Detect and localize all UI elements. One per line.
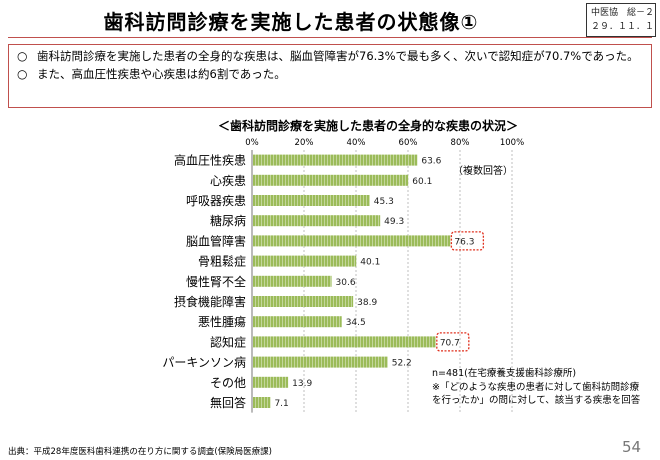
bar — [253, 376, 289, 388]
value-label: 49.3 — [384, 217, 404, 227]
value-highlight-box — [436, 332, 470, 352]
multiple-answer-note: （複数回答） — [453, 166, 513, 177]
document-reference: 中医協 総－２ ２９．１１．１０ — [586, 3, 656, 37]
value-label: 34.5 — [346, 318, 366, 328]
x-tick-label: 40% — [347, 138, 366, 148]
bar — [253, 316, 342, 328]
value-label: 45.3 — [374, 197, 394, 207]
bar — [253, 195, 370, 206]
summary-line-2: ○ また、高血圧性疾患や心疾患は約6割であった。 — [17, 67, 643, 82]
category-label: 心疾患 — [210, 173, 246, 188]
summary-line-1: ○ 歯科訪問診療を実施した患者の全身的な疾患は、脳血管障害が76.3%で最も多く… — [17, 49, 643, 64]
doc-ref-line-2: ２９．１１．１０ — [591, 22, 656, 32]
category-label: その他 — [210, 376, 246, 390]
bar — [253, 397, 271, 408]
category-label: 糖尿病 — [210, 213, 246, 228]
category-label: 悪性腫瘍 — [198, 314, 246, 329]
question-footnote: ※「どのような疾患の患者に対して歯科訪問診療を行ったか」の問に対して、該当する疾… — [432, 382, 641, 406]
category-label: 高血圧性疾患 — [174, 153, 246, 168]
bar — [253, 275, 332, 287]
bar — [253, 356, 388, 368]
source-citation: 出典：平成28年度医科歯科連携の在り方に関する調査(保険局医療課) — [8, 447, 272, 457]
category-label: パーキンソン病 — [162, 355, 246, 370]
bar — [253, 296, 354, 307]
category-label: 摂食機能障害 — [174, 294, 246, 309]
page-number: 54 — [622, 438, 642, 456]
bullet-circle-icon: ○ — [17, 49, 28, 63]
value-label: 40.1 — [360, 258, 380, 268]
value-label: 76.3 — [454, 237, 474, 247]
x-tick-label: 100% — [500, 138, 524, 148]
value-label: 60.1 — [412, 177, 432, 187]
sample-size-note: n=481(在宅療養支援歯科診療所) — [432, 368, 577, 379]
title-underline — [8, 37, 652, 38]
category-label: 認知症 — [210, 334, 246, 349]
chart-title: ＜歯科訪問診療を実施した患者の全身的な疾患の状況＞ — [217, 119, 518, 133]
category-label: 無回答 — [210, 395, 246, 410]
summary-box: ○ 歯科訪問診療を実施した患者の全身的な疾患は、脳血管障害が76.3%で最も多く… — [8, 44, 652, 108]
x-tick-label: 0% — [245, 138, 259, 148]
value-label: 30.6 — [336, 278, 356, 288]
summary-text-2: また、高血圧性疾患や心疾患は約6割であった。 — [37, 67, 286, 81]
value-label: 7.1 — [274, 399, 288, 409]
summary-text-1: 歯科訪問診療を実施した患者の全身的な疾患は、脳血管障害が76.3%で最も多く、次… — [37, 49, 639, 63]
bar — [253, 174, 409, 186]
x-tick-label: 20% — [295, 138, 314, 148]
category-label: 脳血管障害 — [186, 233, 246, 248]
page-title: 歯科訪問診療を実施した患者の状態像① — [103, 10, 479, 34]
bar — [253, 154, 418, 166]
bar — [253, 336, 436, 348]
value-label: 38.9 — [357, 298, 377, 308]
bar — [253, 255, 357, 267]
value-label: 70.7 — [440, 338, 460, 348]
value-label: 13.9 — [292, 379, 312, 389]
category-label: 慢性腎不全 — [186, 274, 246, 289]
bar — [253, 235, 451, 247]
value-highlight-box — [450, 231, 485, 251]
value-label: 63.6 — [421, 157, 441, 167]
x-tick-label: 80% — [451, 138, 470, 148]
bar — [253, 215, 381, 227]
value-label: 52.2 — [392, 359, 412, 369]
doc-ref-line-1: 中医協 総－２ — [591, 8, 655, 18]
category-label: 呼吸器疾患 — [186, 193, 246, 208]
category-label: 骨粗鬆症 — [198, 254, 246, 269]
x-tick-label: 60% — [399, 138, 418, 148]
bullet-circle-icon: ○ — [17, 67, 28, 81]
